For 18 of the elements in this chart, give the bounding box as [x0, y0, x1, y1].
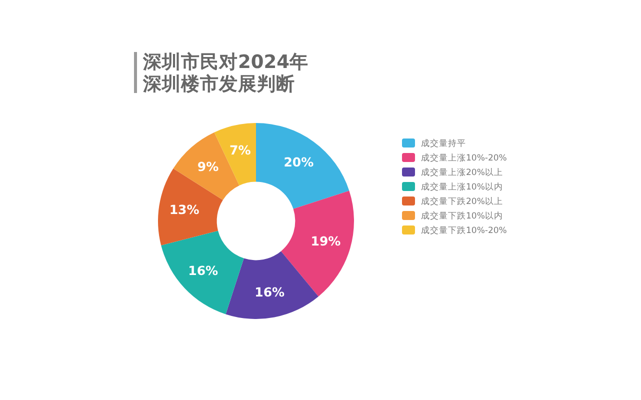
legend-label: 成交量上涨10%以内 [421, 181, 503, 192]
data-label: 19% [310, 234, 342, 249]
data-label: 20% [284, 154, 314, 170]
legend-label: 成交量下跌10%-20% [421, 224, 507, 236]
legend-label: 成交量下跌20%以上 [421, 196, 503, 207]
legend-label: 成交量下跌10%以内 [421, 210, 503, 222]
donut-slice [226, 251, 318, 319]
donut-slice [161, 230, 244, 314]
data-label: 16% [254, 284, 286, 300]
donut-slice [256, 123, 350, 209]
legend-label: 成交量上涨10%-20% [421, 152, 507, 164]
data-label: 13% [169, 202, 200, 218]
chart-title: 深圳市民对2024年深圳楼市发展判断 [142, 51, 308, 95]
legend-label: 成交量上涨20%以上 [421, 166, 503, 178]
data-label: 7% [230, 142, 252, 158]
data-label: 16% [188, 263, 219, 278]
legend-label: 成交量持平 [421, 138, 466, 149]
data-label: 9% [197, 158, 220, 174]
